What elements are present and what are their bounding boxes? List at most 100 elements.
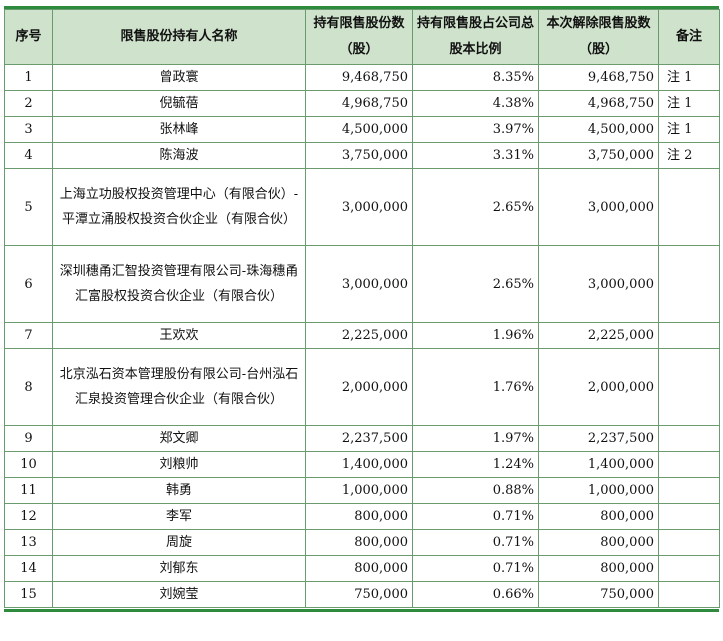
row-remark <box>658 348 720 426</box>
row-held-shares: 3,750,000 <box>305 142 413 169</box>
row-holder-name: 周旋 <box>52 529 306 556</box>
row-ratio: 0.66% <box>412 581 539 608</box>
row-seq: 7 <box>4 322 53 349</box>
row-release-shares: 800,000 <box>538 555 659 582</box>
row-seq: 4 <box>4 142 53 169</box>
row-remark <box>658 425 720 452</box>
header-remark: 备注 <box>658 9 720 65</box>
row-remark: 注 1 <box>658 90 720 117</box>
row-release-shares: 800,000 <box>538 529 659 556</box>
row-holder-name: 韩勇 <box>52 477 306 504</box>
row-ratio: 3.31% <box>412 142 539 169</box>
row-ratio: 0.88% <box>412 477 539 504</box>
row-release-shares: 3,000,000 <box>538 245 659 323</box>
row-holder-name: 倪毓蓓 <box>52 90 306 117</box>
table-row: 2 倪毓蓓 4,968,750 4.38% 4,968,750 注 1 <box>4 90 720 117</box>
row-ratio: 1.24% <box>412 451 539 478</box>
row-holder-name: 李军 <box>52 503 306 530</box>
row-held-shares: 2,000,000 <box>305 348 413 426</box>
row-seq: 11 <box>4 477 53 504</box>
row-seq: 3 <box>4 116 53 143</box>
row-release-shares: 750,000 <box>538 581 659 608</box>
row-release-shares: 2,000,000 <box>538 348 659 426</box>
row-holder-name: 刘婉莹 <box>52 581 306 608</box>
row-held-shares: 800,000 <box>305 529 413 556</box>
row-remark <box>658 529 720 556</box>
table-row: 12 李军 800,000 0.71% 800,000 <box>4 503 720 530</box>
table-row: 4 陈海波 3,750,000 3.31% 3,750,000 注 2 <box>4 142 720 169</box>
row-holder-name: 王欢欢 <box>52 322 306 349</box>
row-release-shares: 3,000,000 <box>538 168 659 246</box>
table-row: 9 郑文卿 2,237,500 1.97% 2,237,500 <box>4 425 720 452</box>
row-seq: 6 <box>4 245 53 323</box>
header-holder: 限售股份持有人名称 <box>52 9 306 65</box>
row-release-shares: 1,400,000 <box>538 451 659 478</box>
row-ratio: 2.65% <box>412 168 539 246</box>
header-release: 本次解除限售股数（股） <box>538 9 659 65</box>
row-remark: 注 1 <box>658 64 720 91</box>
table-row: 14 刘郁东 800,000 0.71% 800,000 <box>4 555 720 582</box>
row-release-shares: 3,750,000 <box>538 142 659 169</box>
row-release-shares: 2,225,000 <box>538 322 659 349</box>
table-header-row: 序号 限售股份持有人名称 持有限售股份数（股） 持有限售股占公司总股本比例 本次… <box>4 9 720 65</box>
table-row: 10 刘粮帅 1,400,000 1.24% 1,400,000 <box>4 451 720 478</box>
row-remark <box>658 555 720 582</box>
row-release-shares: 4,968,750 <box>538 90 659 117</box>
top-rule <box>4 6 719 9</box>
row-release-shares: 2,237,500 <box>538 425 659 452</box>
row-holder-name: 刘粮帅 <box>52 451 306 478</box>
table-row: 8 北京泓石资本管理股份有限公司-台州泓石汇泉投资管理合伙企业（有限合伙） 2,00… <box>4 348 720 426</box>
row-ratio: 0.71% <box>412 503 539 530</box>
bottom-rule <box>4 609 719 612</box>
row-held-shares: 3,000,000 <box>305 168 413 246</box>
row-held-shares: 750,000 <box>305 581 413 608</box>
row-holder-name: 曾政寰 <box>52 64 306 91</box>
row-seq: 12 <box>4 503 53 530</box>
row-release-shares: 800,000 <box>538 503 659 530</box>
row-seq: 15 <box>4 581 53 608</box>
row-release-shares: 9,468,750 <box>538 64 659 91</box>
table-row: 1 曾政寰 9,468,750 8.35% 9,468,750 注 1 <box>4 64 720 91</box>
header-ratio: 持有限售股占公司总股本比例 <box>412 9 539 65</box>
row-ratio: 1.76% <box>412 348 539 426</box>
row-held-shares: 3,000,000 <box>305 245 413 323</box>
table-row: 3 张林峰 4,500,000 3.97% 4,500,000 注 1 <box>4 116 720 143</box>
table-row: 5 上海立功股权投资管理中心（有限合伙）-平潭立涌股权投资合伙企业（有限合伙） 3,… <box>4 168 720 246</box>
row-held-shares: 800,000 <box>305 555 413 582</box>
shareholder-table-container: 序号 限售股份持有人名称 持有限售股份数（股） 持有限售股占公司总股本比例 本次… <box>4 6 720 612</box>
row-holder-name: 北京泓石资本管理股份有限公司-台州泓石汇泉投资管理合伙企业（有限合伙） <box>52 348 306 426</box>
table-row: 13 周旋 800,000 0.71% 800,000 <box>4 529 720 556</box>
row-ratio: 1.97% <box>412 425 539 452</box>
row-remark <box>658 581 720 608</box>
row-remark <box>658 477 720 504</box>
row-remark <box>658 168 720 246</box>
header-seq: 序号 <box>4 9 53 65</box>
row-ratio: 3.97% <box>412 116 539 143</box>
row-remark <box>658 322 720 349</box>
row-holder-name: 深圳穗甬汇智投资管理有限公司-珠海穗甬汇富股权投资合伙企业（有限合伙） <box>52 245 306 323</box>
table-row: 11 韩勇 1,000,000 0.88% 1,000,000 <box>4 477 720 504</box>
row-held-shares: 2,225,000 <box>305 322 413 349</box>
row-seq: 14 <box>4 555 53 582</box>
row-release-shares: 1,000,000 <box>538 477 659 504</box>
table-row: 15 刘婉莹 750,000 0.66% 750,000 <box>4 581 720 608</box>
row-remark: 注 2 <box>658 142 720 169</box>
row-seq: 1 <box>4 64 53 91</box>
row-holder-name: 刘郁东 <box>52 555 306 582</box>
row-ratio: 1.96% <box>412 322 539 349</box>
row-holder-name: 陈海波 <box>52 142 306 169</box>
row-holder-name: 郑文卿 <box>52 425 306 452</box>
row-ratio: 2.65% <box>412 245 539 323</box>
header-held: 持有限售股份数（股） <box>305 9 413 65</box>
row-holder-name: 张林峰 <box>52 116 306 143</box>
row-release-shares: 4,500,000 <box>538 116 659 143</box>
row-held-shares: 1,400,000 <box>305 451 413 478</box>
row-remark <box>658 245 720 323</box>
row-held-shares: 9,468,750 <box>305 64 413 91</box>
table-row: 6 深圳穗甬汇智投资管理有限公司-珠海穗甬汇富股权投资合伙企业（有限合伙） 3,00… <box>4 245 720 323</box>
row-holder-name: 上海立功股权投资管理中心（有限合伙）-平潭立涌股权投资合伙企业（有限合伙） <box>52 168 306 246</box>
table-row: 7 王欢欢 2,225,000 1.96% 2,225,000 <box>4 322 720 349</box>
row-remark: 注 1 <box>658 116 720 143</box>
row-held-shares: 800,000 <box>305 503 413 530</box>
row-seq: 8 <box>4 348 53 426</box>
